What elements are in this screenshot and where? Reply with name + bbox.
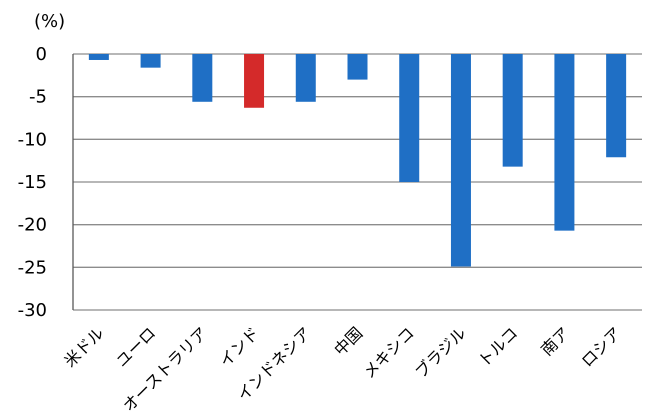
bar [502,54,523,167]
y-tick-label: -10 [18,129,47,150]
bar [347,54,368,80]
bar [606,54,627,158]
x-category-label: インド [215,323,262,370]
y-tick-label: -5 [29,87,47,108]
bar [295,54,316,102]
y-tick-label: -15 [18,172,47,193]
y-tick-label: -25 [18,257,47,278]
bar [450,54,471,267]
bar [399,54,420,182]
x-category-label: トルコ [474,323,521,370]
x-category-label: ユーロ [112,323,159,370]
bar [140,54,161,68]
x-category-label: ブラジル [411,323,469,381]
x-category-label: 中国 [330,323,366,359]
x-category-label: 南ア [537,323,573,359]
bar [88,54,109,60]
y-tick-label: -30 [18,300,47,321]
bar [554,54,575,231]
y-tick-label: 0 [36,44,47,65]
y-axis-ticks: 0 -5 -10 -15 -20 -25 -30 [18,44,47,321]
y-tick-label: -20 [18,215,47,236]
gridlines [73,53,642,311]
bar [192,54,213,102]
bars [88,54,627,267]
x-category-label: ロシア [578,323,625,370]
x-category-label: メキシコ [359,323,418,382]
x-category-label: 米ドル [60,323,107,370]
bar [244,54,265,108]
y-axis-unit-label: (%) [34,11,65,32]
